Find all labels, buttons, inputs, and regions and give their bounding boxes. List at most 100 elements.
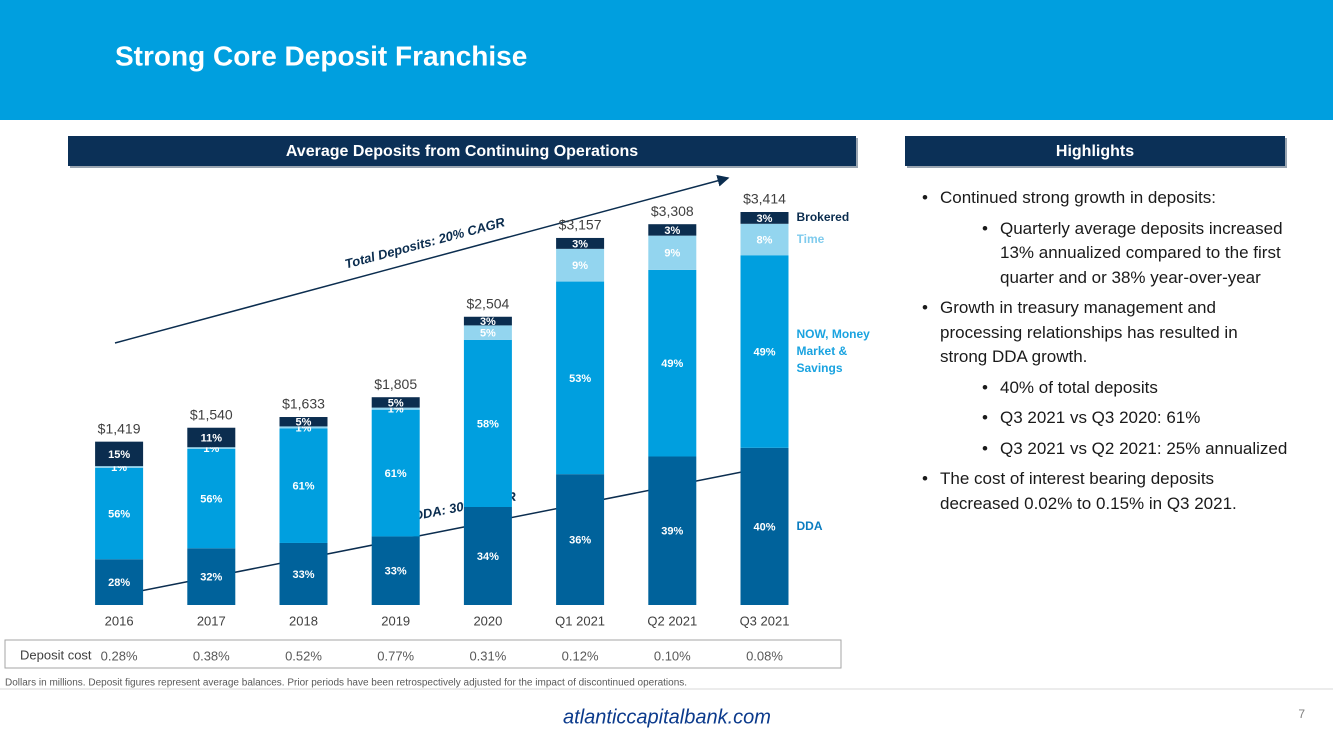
bar-segment xyxy=(556,281,605,475)
total-label: $1,540 xyxy=(190,406,233,422)
segment-label: 5% xyxy=(388,397,404,409)
segment-label: 36% xyxy=(569,534,591,546)
cost-value: 0.10% xyxy=(654,648,691,663)
x-tick-label: Q1 2021 xyxy=(555,613,605,628)
segment-label: 3% xyxy=(664,225,680,237)
bar-segment xyxy=(279,428,328,543)
bar-segment xyxy=(95,441,144,467)
sub-bullet: Q3 2021 vs Q2 2021: 25% annualized xyxy=(960,437,1288,462)
segment-label: 49% xyxy=(753,346,775,358)
bar-segment xyxy=(556,474,605,605)
bullet: The cost of interest bearing deposits de… xyxy=(918,467,1288,516)
bullet: Continued strong growth in deposits: Quar… xyxy=(918,186,1288,290)
sub-bullet: 40% of total deposits xyxy=(960,376,1288,401)
segment-label: 11% xyxy=(201,432,223,444)
segment-label: 58% xyxy=(477,418,499,430)
x-tick-label: 2018 xyxy=(289,613,318,628)
segment-label: 28% xyxy=(108,577,130,589)
x-tick-label: 2016 xyxy=(105,613,134,628)
highlights: Continued strong growth in deposits: Quar… xyxy=(918,186,1288,522)
sub-bullet: Q3 2021 vs Q3 2020: 61% xyxy=(960,406,1288,431)
chart-panel-header xyxy=(68,136,856,166)
page-number: 7 xyxy=(1298,707,1305,721)
segment-label: 32% xyxy=(200,572,222,584)
legend-label: DDA xyxy=(796,518,823,533)
total-label: $3,414 xyxy=(743,191,786,207)
cost-label: Deposit cost xyxy=(20,647,92,662)
total-label: $1,419 xyxy=(98,420,141,436)
bar-segment xyxy=(648,456,697,605)
segment-label: 3% xyxy=(572,238,588,250)
segment-label: 40% xyxy=(753,521,775,533)
segment-label: 39% xyxy=(661,526,683,538)
bar-segment xyxy=(463,339,512,507)
highlights-title: Highlights xyxy=(1056,143,1134,160)
bar-segment xyxy=(95,467,144,560)
bar-segment xyxy=(371,536,420,605)
bar-segment xyxy=(463,506,512,605)
bar-segment xyxy=(371,397,420,408)
x-tick-label: Q3 2021 xyxy=(740,613,790,628)
legend-label: Brokered xyxy=(796,210,850,225)
bullet: Growth in treasury management and proces… xyxy=(918,296,1288,461)
total-label: $3,308 xyxy=(651,203,694,219)
segment-label: 56% xyxy=(108,508,130,520)
legend-item: DDA xyxy=(796,518,823,533)
segment-label: 3% xyxy=(757,213,773,225)
bar-segment xyxy=(740,447,789,605)
bar-segment xyxy=(95,559,144,605)
bar-segment xyxy=(463,316,512,326)
x-tick-label: Q2 2021 xyxy=(647,613,697,628)
segment-label: 3% xyxy=(480,316,496,328)
x-tick-label: 2017 xyxy=(197,613,226,628)
bar-segment xyxy=(187,548,236,605)
segment-label: 15% xyxy=(108,449,130,461)
bar-segment xyxy=(187,427,236,448)
cost-value: 0.52% xyxy=(285,648,322,663)
bullet-text: Growth in treasury management and proces… xyxy=(940,298,1238,366)
segment-label: 33% xyxy=(292,569,314,581)
cost-value: 0.12% xyxy=(562,648,599,663)
slide-title: Strong Core Deposit Franchise xyxy=(115,40,527,71)
segment-label: 53% xyxy=(569,373,591,385)
highlights-header xyxy=(905,136,1285,166)
total-label: $2,504 xyxy=(466,295,509,311)
bullet-text: Continued strong growth in deposits: xyxy=(940,188,1216,207)
segment-label: 61% xyxy=(385,468,407,480)
bar-segment xyxy=(187,447,236,449)
bar-segment xyxy=(371,407,420,410)
bar-segment xyxy=(740,212,789,224)
legend-item: Time xyxy=(796,232,825,246)
x-tick-label: 2019 xyxy=(381,613,410,628)
total-label: $1,805 xyxy=(374,376,417,392)
bar-segment xyxy=(740,255,789,448)
segment-label: 61% xyxy=(292,481,314,493)
bar-segment xyxy=(740,223,789,256)
segment-label: 9% xyxy=(572,260,588,272)
footnote: Dollars in millions. Deposit figures rep… xyxy=(5,678,687,689)
cost-value: 0.08% xyxy=(746,648,783,663)
chart-panel-title: Average Deposits from Continuing Operati… xyxy=(286,143,638,160)
cost-value: 0.28% xyxy=(101,648,138,663)
segment-label: 8% xyxy=(757,234,773,246)
segment-label: 34% xyxy=(477,551,499,563)
total-label: $3,157 xyxy=(559,217,602,233)
bullet-text: The cost of interest bearing deposits de… xyxy=(940,469,1237,513)
bar-segment xyxy=(187,448,236,549)
legend-label: Time xyxy=(796,232,825,246)
x-tick-label: 2020 xyxy=(473,613,502,628)
bar-segment xyxy=(648,269,697,457)
bar-segment xyxy=(371,409,420,537)
cost-value: 0.38% xyxy=(193,648,230,663)
cost-value: 0.31% xyxy=(469,648,506,663)
total-label: $1,633 xyxy=(282,396,325,412)
segment-label: 5% xyxy=(296,417,312,429)
bar-segment xyxy=(279,417,328,427)
annotation: Total Deposits: 20% CAGR xyxy=(343,214,507,271)
trend-arrow xyxy=(114,174,730,344)
bar-segment xyxy=(95,466,144,468)
segment-label: 9% xyxy=(664,248,680,260)
header-band xyxy=(0,0,1333,120)
